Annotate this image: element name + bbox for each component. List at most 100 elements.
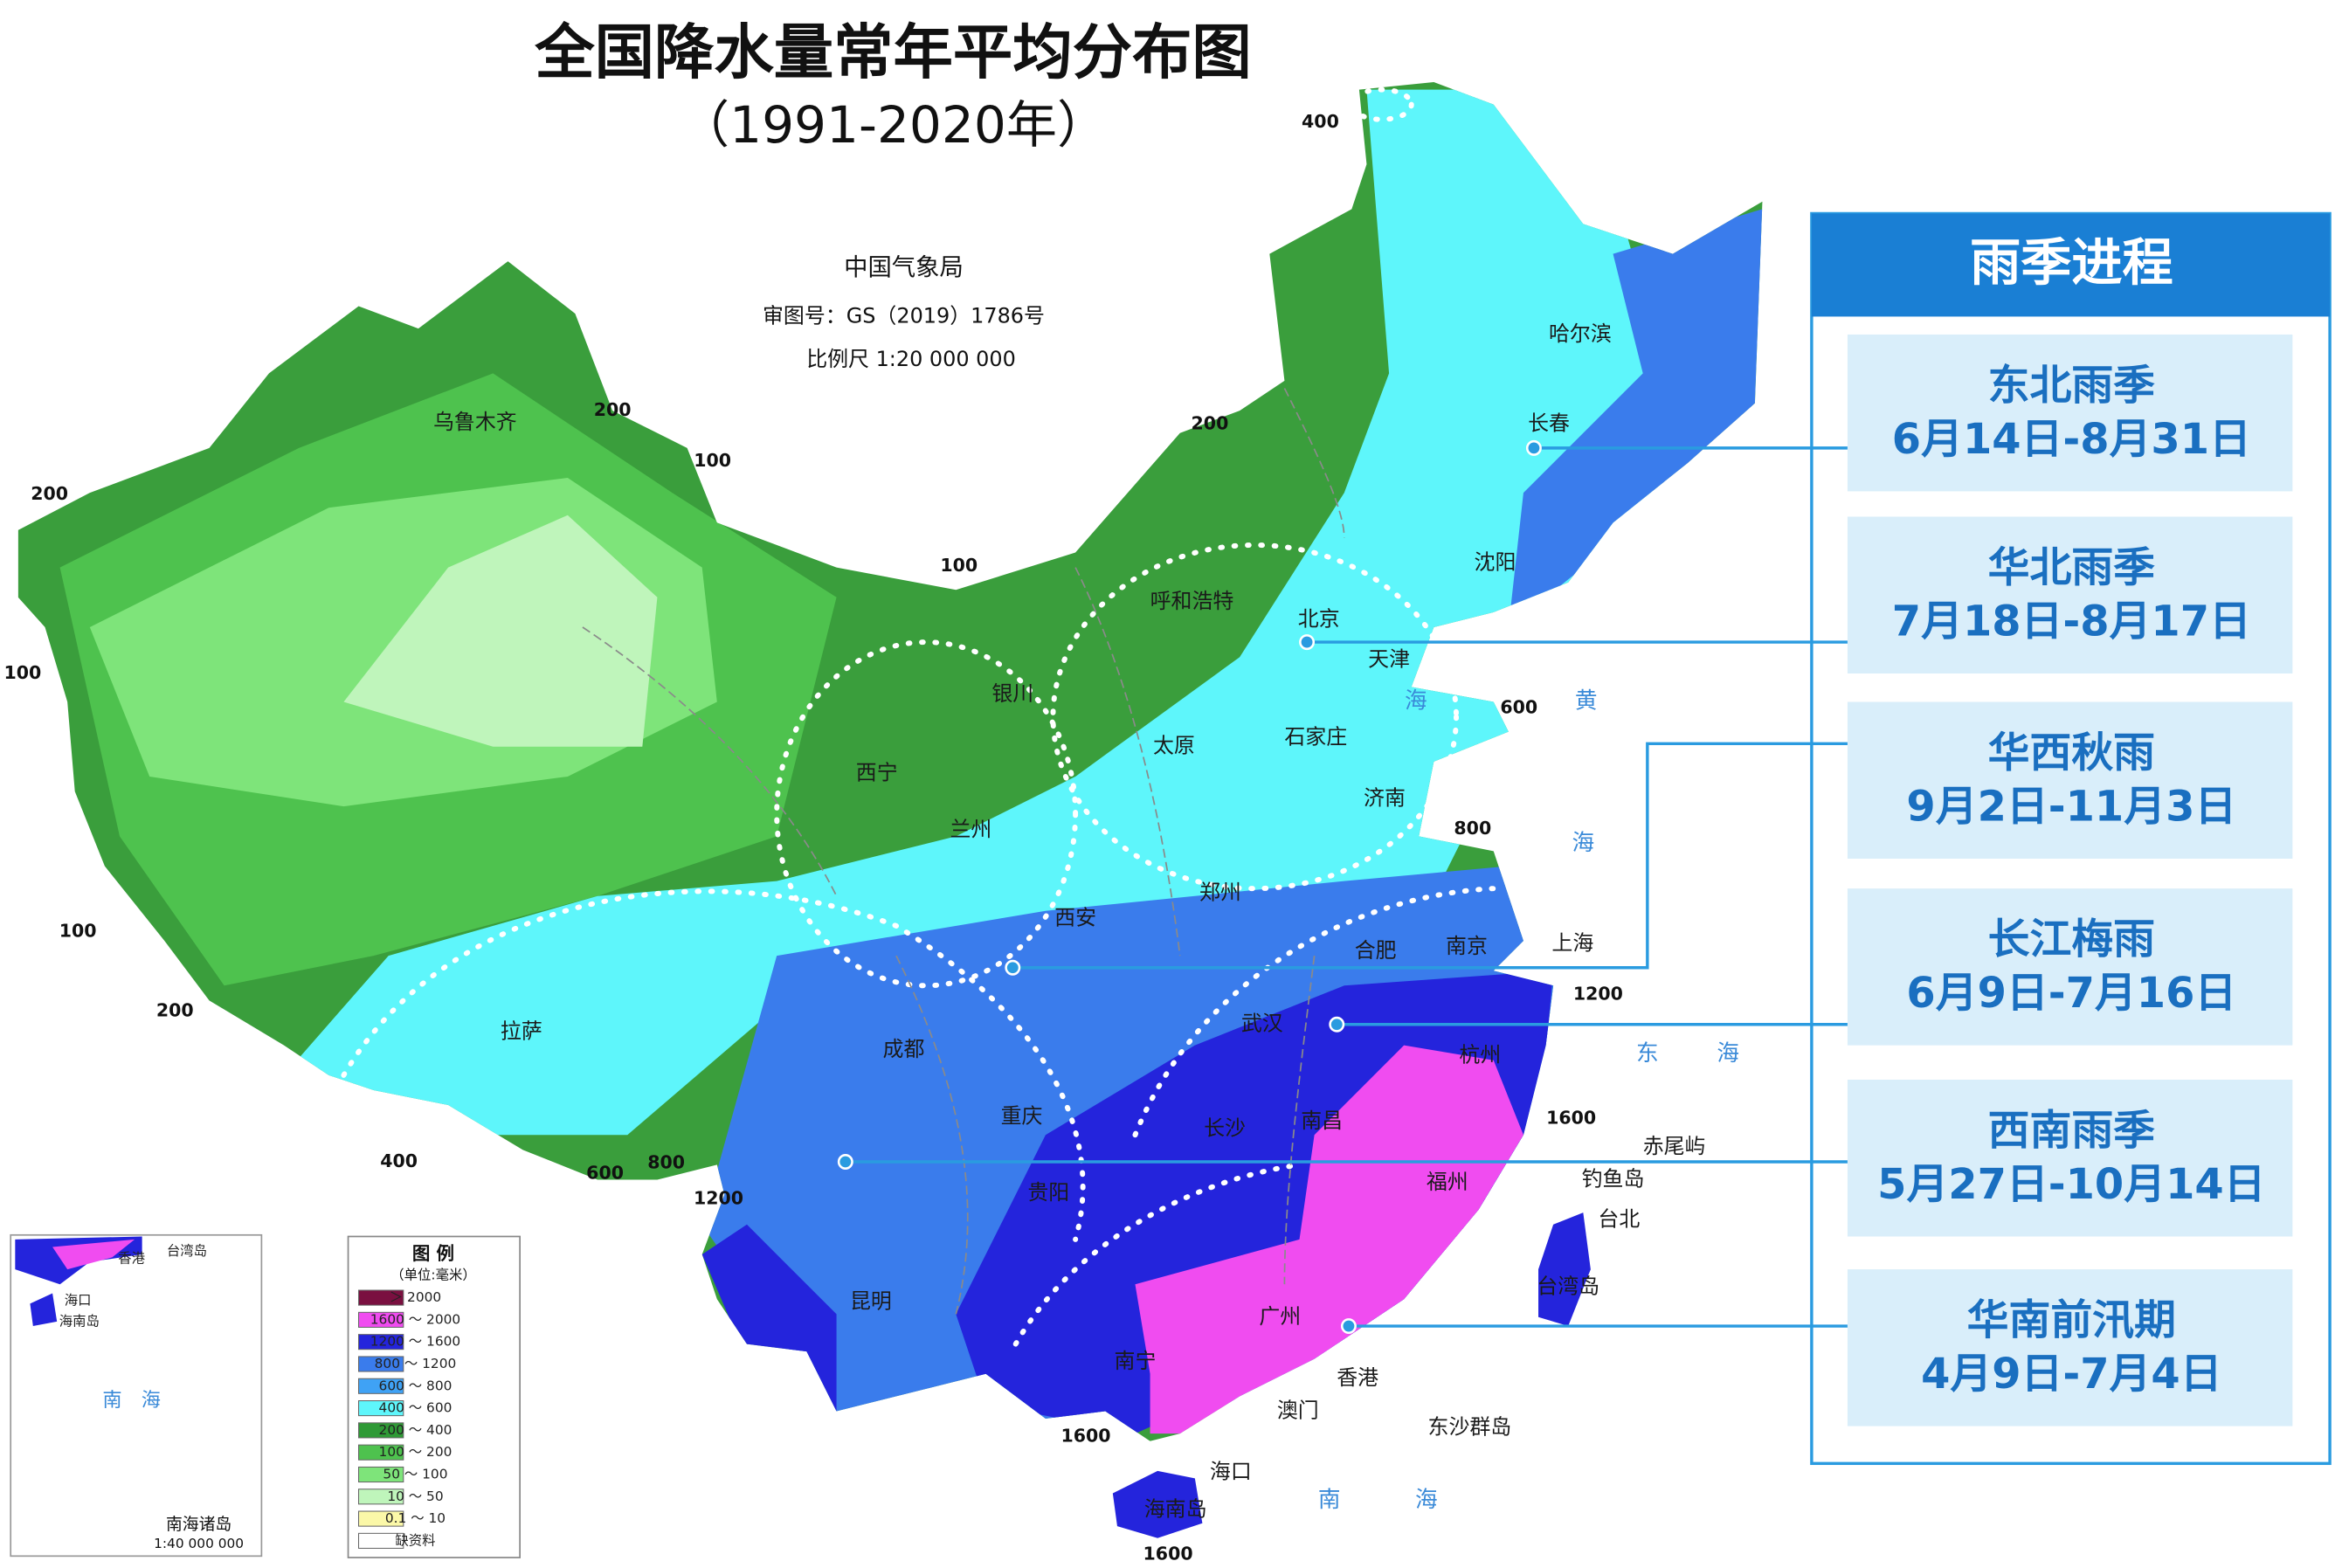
inset-label: 香港 [118,1251,145,1267]
city-label: 呼和浩特 [1150,589,1234,613]
city-label: 上海 [1551,930,1593,955]
border-lines [582,388,1345,1315]
legend-label: 0.1 ～ 10 [385,1510,446,1526]
city-label: 重庆 [1001,1104,1043,1129]
isoline-label: 600 [1500,696,1537,717]
season-box [1847,516,2293,673]
season-period: 7月18日-8月17日 [1892,598,2251,646]
isoline-label: 400 [380,1150,418,1171]
inset-title: 南海诸岛 [166,1515,231,1534]
city-label: 西安 [1054,905,1096,929]
isoline-label: 100 [694,450,731,471]
legend-label: 200 ～ 400 [379,1422,453,1438]
isoline-label: 200 [594,399,632,420]
season-box [1847,1269,2293,1426]
legend-label: 400 ～ 600 [379,1400,453,1416]
city-label: 南昌 [1301,1109,1343,1133]
inset-label: 海南岛 [59,1313,100,1329]
legend-swatch [358,1334,404,1350]
legend-label: 50 ～ 100 [383,1466,447,1482]
city-label: 南宁 [1115,1349,1157,1373]
city-label: 郑州 [1199,880,1241,904]
city-label: 拉萨 [501,1019,542,1043]
city-label: 银川 [991,681,1033,706]
legend-swatch [358,1378,404,1394]
season-name: 东北雨季 [1988,362,2156,410]
city-label: 西宁 [856,761,898,785]
connector-dot [1299,634,1316,651]
inset-label: 南 海 [102,1389,161,1412]
isoline-label: 1200 [694,1188,743,1209]
city-label: 澳门 [1277,1398,1319,1422]
season-period: 5月27日-10月14日 [1877,1161,2265,1209]
zone-10-50 [343,515,658,747]
isoline-label: 600 [586,1163,624,1184]
legend-label: 100 ～ 200 [379,1444,453,1460]
legend-label: 600 ～ 800 [379,1378,453,1393]
hainan [1112,1470,1203,1538]
city-label: 石家庄 [1284,725,1347,749]
city-label: 海南岛 [1144,1496,1207,1521]
season-name: 长江梅雨 [1988,916,2155,964]
isoline-label: 800 [1454,818,1491,839]
inset-label: 台湾岛 [167,1243,207,1259]
zone-800-1200-ne [1508,209,1763,627]
city-label: 武汉 [1241,1012,1283,1036]
isoline-label: 100 [3,662,41,683]
legend-label: 10 ～ 50 [387,1489,443,1504]
sea-label: 海 [1405,687,1427,714]
season-period: 9月2日-11月3日 [1906,784,2236,832]
inset-box [10,1233,263,1558]
city-label: 台北 [1598,1207,1640,1232]
isoline-label: 100 [59,921,97,942]
city-label: 福州 [1427,1170,1468,1194]
map-scale: 比例尺 1:20 000 000 [806,347,1016,371]
isoline-label: 200 [31,483,68,504]
city-label: 太原 [1153,734,1195,758]
precipitation-map [17,82,1763,1441]
legend-swatch [358,1532,404,1549]
outline-northeast [1349,86,1414,122]
season-name: 华北雨季 [1988,544,2156,592]
panel-header [1811,213,2331,317]
connector-dot [1005,959,1021,976]
city-label: 乌鲁木齐 [433,410,517,434]
legend-box [347,1235,522,1558]
season-box [1847,334,2293,492]
connector-dot [1340,1318,1357,1335]
outline-north [1050,542,1460,892]
inset-hainan [30,1293,58,1327]
sea-label: 海 [1717,1040,1739,1067]
legend-label: 800 ～ 1200 [375,1356,457,1371]
season-box [1847,1079,2293,1237]
legend-swatch [358,1422,404,1439]
season-period: 4月9日-7月4日 [1921,1350,2222,1399]
agency: 中国气象局 [844,254,964,281]
city-label: 昆明 [850,1289,892,1314]
isoline-label: 800 [647,1152,685,1173]
taiwan [1538,1212,1591,1327]
legend-swatch [358,1466,404,1483]
city-label: 成都 [883,1037,925,1061]
city-label: 杭州 [1459,1043,1501,1067]
legend-unit: （单位:毫米） [390,1266,475,1282]
inset-frame [10,1233,522,1558]
sea-label: 东 [1636,1040,1659,1067]
connector-line [1012,742,1848,970]
sea-label: 南 [1318,1487,1341,1513]
isoline-label: 1600 [1143,1544,1193,1565]
legend-swatch [358,1356,404,1372]
sea-label: 海 [1415,1487,1438,1513]
city-label: 沈阳 [1475,549,1516,574]
isoline-label: 200 [1192,413,1229,434]
panel-title: 雨季进程 [1970,232,2173,292]
inset-south-coast [52,1239,135,1270]
season-box [1847,888,2293,1046]
season-period: 6月9日-7月16日 [1906,970,2236,1018]
isoline-label: 100 [940,555,978,576]
season-name: 华西秋雨 [1988,729,2155,777]
isoline-label: 1200 [1573,984,1623,1005]
city-label: 海口 [1210,1460,1252,1484]
zone-400-600 [284,89,1688,1136]
